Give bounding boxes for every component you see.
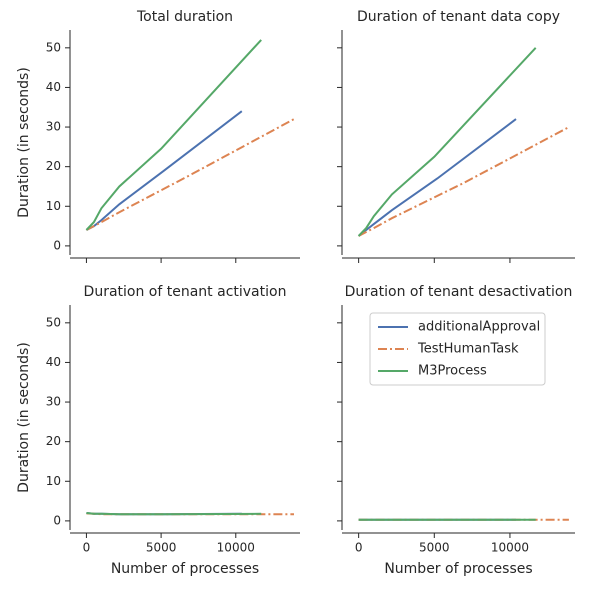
y-tick-label: 50 [46, 315, 61, 329]
y-tick-label: 40 [46, 355, 61, 369]
series-line [85, 39, 262, 231]
series-line [85, 110, 243, 231]
series-line [357, 47, 537, 237]
x-tick-label: 5000 [419, 541, 450, 555]
x-tick-label: 0 [355, 541, 363, 555]
y-tick-label: 20 [46, 159, 61, 173]
x-axis-label: Number of processes [111, 561, 259, 577]
panel-title: Duration of tenant desactivation [345, 284, 573, 300]
y-tick-label: 50 [46, 40, 61, 54]
y-tick-label: 30 [46, 120, 61, 134]
y-tick-label: 0 [53, 513, 61, 527]
panel-title: Duration of tenant data copy [357, 9, 560, 25]
series-line [358, 126, 570, 237]
y-tick-label: 10 [46, 474, 61, 488]
legend-label: M3Process [418, 364, 487, 379]
legend-box [369, 312, 546, 386]
y-tick-label: 20 [46, 434, 61, 448]
x-tick-label: 10000 [491, 541, 529, 555]
legend-label: additionalApproval [418, 320, 540, 335]
panel-title: Total duration [136, 9, 233, 25]
panel-title: Duration of tenant activation [84, 284, 287, 300]
y-axis-label: Duration (in seconds) [16, 67, 32, 218]
y-axis-label: Duration (in seconds) [16, 342, 32, 493]
series-line [85, 118, 295, 231]
y-tick-label: 40 [46, 80, 61, 94]
x-tick-label: 5000 [146, 541, 177, 555]
x-axis-label: Number of processes [384, 561, 532, 577]
y-tick-label: 30 [46, 395, 61, 409]
series-line [357, 118, 517, 237]
x-tick-label: 10000 [217, 541, 255, 555]
y-tick-label: 0 [53, 238, 61, 252]
x-tick-label: 0 [83, 541, 91, 555]
series-line [86, 512, 262, 516]
y-tick-label: 10 [46, 199, 61, 213]
legend-label: TestHumanTask [417, 342, 519, 357]
